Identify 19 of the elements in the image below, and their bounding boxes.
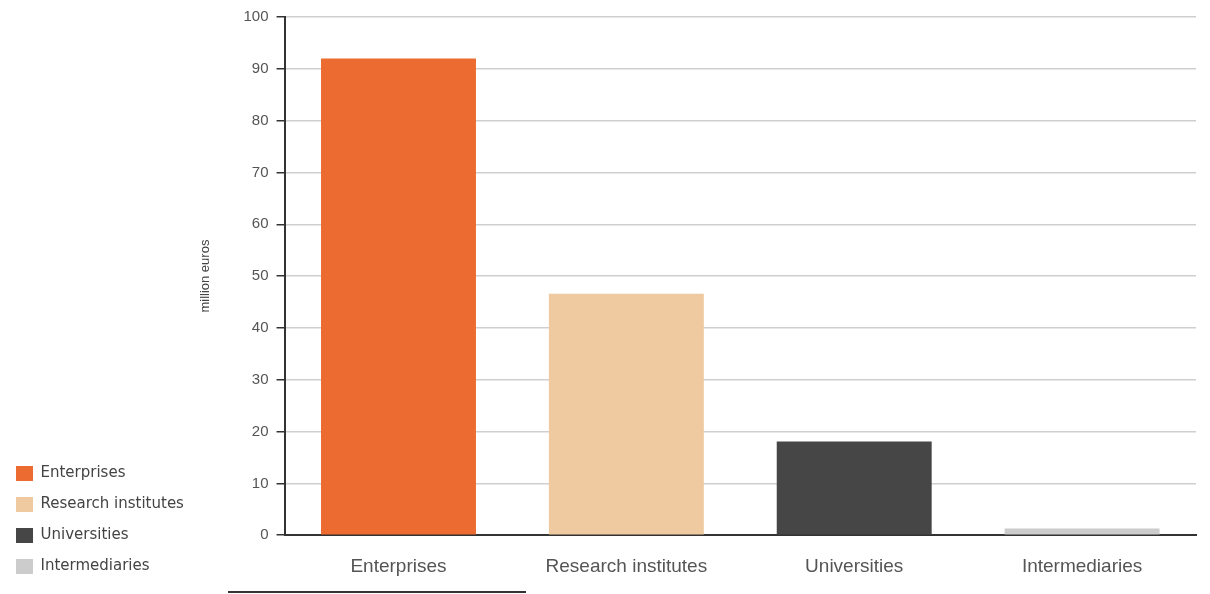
legend-label: Research institutes: [40, 494, 185, 513]
y-tick-label: 20: [251, 421, 269, 439]
y-tick-label: 100: [243, 7, 269, 25]
y-axis-title: million euros: [197, 239, 213, 313]
y-tick-label: 80: [251, 110, 269, 128]
x-tick-label: Enterprises: [350, 554, 447, 576]
y-tick-label: 30: [251, 369, 269, 387]
x-tick-label: Intermediaries: [1021, 554, 1143, 576]
x-tick-label: Research institutes: [545, 554, 708, 576]
legend-label: Universities: [40, 525, 129, 544]
legend-label: Enterprises: [40, 463, 126, 482]
y-tick-label: 0: [260, 525, 269, 543]
x-tick-label: Universities: [805, 554, 904, 576]
y-tick-label: 90: [251, 58, 269, 76]
y-tick-label: 60: [251, 214, 269, 232]
y-tick-label: 40: [251, 318, 269, 336]
y-tick-label: 50: [251, 266, 269, 284]
y-tick-label: 10: [251, 473, 269, 491]
y-tick-label: 70: [251, 162, 269, 180]
